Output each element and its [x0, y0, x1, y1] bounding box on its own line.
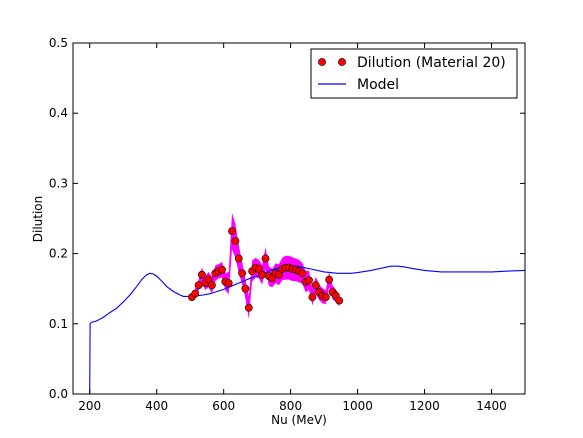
data-point [321, 293, 330, 301]
data-point [197, 270, 206, 279]
data-point [241, 284, 250, 293]
plot-frame [72, 42, 526, 395]
data-point [207, 281, 216, 290]
data-point [224, 279, 233, 287]
data-point [258, 270, 267, 279]
data-point [254, 265, 263, 273]
legend-points-marker-left [318, 58, 326, 66]
data-point [238, 269, 246, 278]
data-point [228, 227, 236, 235]
error-band-layer [191, 212, 340, 319]
x-tick-label: 1400 [476, 399, 507, 413]
model-line-layer [89, 264, 526, 395]
data-point [305, 276, 313, 285]
y-tick-label: 0.0 [49, 387, 68, 401]
data-point [218, 265, 226, 274]
data-point [261, 254, 270, 263]
x-axis-ticks: 200 400 600 800 1000 1200 1400 [78, 43, 507, 413]
legend-model-label: Model [357, 77, 399, 93]
data-point [191, 289, 200, 298]
data-point [231, 237, 240, 245]
x-tick-label: 1200 [409, 399, 440, 413]
data-point [298, 269, 307, 278]
legend-points-marker-right [338, 58, 346, 66]
y-axis-label: Dilution [31, 196, 45, 243]
error-band [191, 212, 340, 319]
y-tick-label: 0.1 [49, 317, 68, 331]
x-tick-label: 400 [145, 399, 168, 413]
data-point [308, 293, 317, 301]
data-point [311, 281, 320, 290]
y-tick-label: 0.2 [49, 247, 68, 261]
y-tick-label: 0.3 [49, 176, 68, 190]
data-point [325, 275, 333, 284]
x-tick-label: 600 [212, 399, 235, 413]
x-tick-label: 1000 [342, 399, 373, 413]
x-axis-label: Nu (MeV) [271, 413, 327, 427]
x-tick-label: 800 [279, 399, 302, 413]
y-axis-ticks: 0.0 0.1 0.2 0.3 0.4 0.5 [49, 36, 525, 401]
data-point [234, 254, 243, 263]
data-point [274, 270, 283, 279]
y-tick-label: 0.4 [49, 106, 68, 120]
model-line [89, 264, 526, 395]
x-tick-label: 200 [78, 399, 101, 413]
legend-box [310, 48, 518, 99]
legend: Dilution (Material 20) Model [310, 48, 518, 99]
data-point [194, 281, 203, 290]
data-point [244, 303, 253, 312]
y-tick-label: 0.5 [49, 36, 68, 50]
data-points-layer [187, 227, 344, 312]
data-point [335, 296, 344, 305]
legend-points-label: Dilution (Material 20) [357, 55, 506, 71]
